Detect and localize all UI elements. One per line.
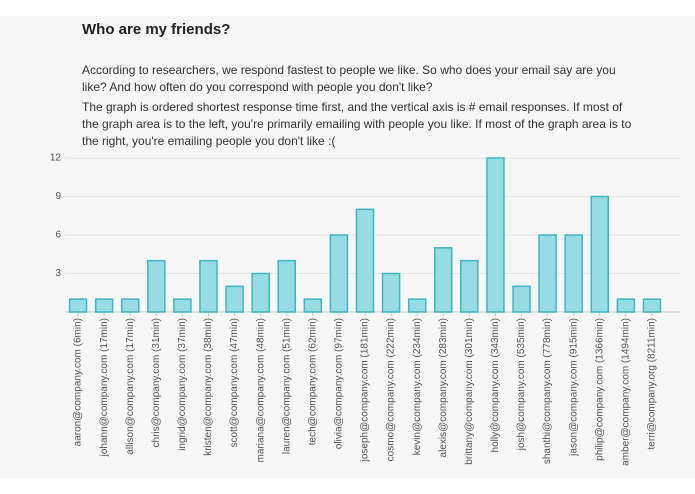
x-tick-label: chris@company.com (31min) — [151, 318, 162, 447]
x-tick-label: philip@company.com (1366min) — [594, 318, 605, 461]
bar — [199, 259, 218, 313]
x-tick-label: jason@company.com (915min) — [568, 318, 579, 457]
bar — [590, 195, 610, 313]
bar — [355, 208, 375, 313]
x-tick-label: mariana@company.com (48min) — [255, 318, 266, 462]
x-tick-label: olivia@company.com (97min) — [334, 318, 345, 449]
x-tick-label: shanthi@company.com (778min) — [542, 318, 553, 464]
y-tick-label: 9 — [55, 191, 61, 202]
x-tick-label: ingrid@company.com (37min) — [177, 318, 188, 451]
x-tick-label: brittany@company.com (301min) — [464, 318, 475, 465]
x-tick-label: cosmo@company.com (222min) — [386, 318, 397, 461]
bar — [303, 298, 323, 313]
x-tick-label: tech@company.com (62min) — [307, 318, 318, 445]
heading: Who are my friends? — [82, 21, 231, 38]
x-tick-label: amber@company.com (1494min) — [621, 318, 632, 466]
y-tick-label: 12 — [50, 153, 62, 164]
x-tick-label: alexis@company.com (283min) — [438, 318, 449, 457]
x-tick-label: holly@company.com (343min) — [490, 318, 501, 452]
bar — [460, 259, 479, 313]
bar — [94, 298, 114, 313]
bar — [486, 157, 505, 313]
x-tick-label: josh@company.com (535min) — [516, 318, 527, 451]
bar — [538, 234, 557, 313]
bar — [616, 298, 636, 313]
bar — [642, 298, 662, 313]
x-tick-label: lauren@company.com (51min) — [281, 318, 292, 454]
y-tick-label: 3 — [55, 268, 61, 279]
x-tick-label: scott@company.com (47min) — [229, 318, 240, 447]
x-tick-label: kevin@company.com (234min) — [412, 318, 423, 455]
bar — [564, 234, 583, 313]
x-tick-label: allison@company.com (17min) — [125, 318, 136, 455]
bar — [407, 298, 427, 313]
y-tick-label: 6 — [55, 230, 61, 241]
x-tick-label: terri@company.org (8211min) — [647, 318, 658, 450]
bar — [251, 272, 270, 313]
bar — [329, 234, 349, 313]
x-tick-label: aaron@company.com (6min) — [73, 318, 84, 446]
bar — [173, 298, 192, 313]
x-tick-label: kristen@company.com (38min) — [203, 318, 214, 456]
bar — [434, 247, 453, 313]
x-tick-label: joseph@company.com (181min) — [360, 318, 371, 462]
bar — [225, 285, 244, 313]
paragraph: The graph is ordered shortest response t… — [82, 100, 632, 148]
bar — [381, 272, 401, 313]
bar — [147, 259, 166, 313]
bar — [120, 298, 140, 313]
paragraph: According to researchers, we respond fas… — [82, 63, 616, 94]
bar — [277, 259, 296, 313]
x-tick-label: johann@company.com (17min) — [99, 318, 110, 457]
bar — [68, 298, 88, 313]
bar — [512, 285, 531, 313]
